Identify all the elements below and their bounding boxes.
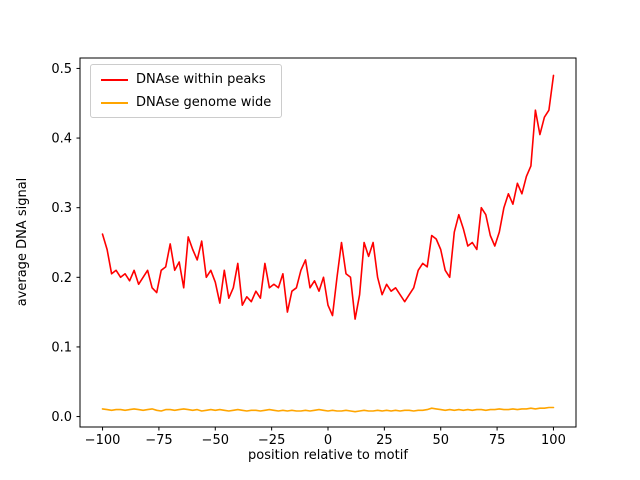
- legend-line-red-icon: [101, 78, 128, 81]
- data-series: [101, 74, 555, 413]
- legend-line-orange-icon: [101, 101, 128, 104]
- x-tick-label: −50: [202, 433, 229, 448]
- y-tick-label: 0.0: [51, 410, 72, 425]
- y-tick-label: 0.1: [51, 340, 72, 355]
- y-tick-label: 0.4: [51, 132, 72, 147]
- x-tick-label: 50: [432, 433, 449, 448]
- series-line-dnase-genome-wide: [101, 406, 555, 413]
- y-tick-label: 0.3: [51, 201, 72, 216]
- axis-ticks: −100 −75 −50 −25 0 25 50 75 100 0.0 0.1 0.2 0.3 0.4 0.…: [51, 62, 566, 448]
- x-tick-label: 25: [376, 433, 393, 448]
- legend-item-dnase-within-peaks: DNAse within peaks: [101, 72, 271, 87]
- series-line-dnase-within-peaks: [101, 74, 555, 320]
- legend: DNAse within peaks DNAse genome wide: [90, 64, 283, 118]
- x-tick-label: 100: [541, 433, 566, 448]
- x-tick-label: 0: [324, 433, 332, 448]
- x-tick-label: 75: [489, 433, 506, 448]
- x-tick-label: −25: [258, 433, 285, 448]
- legend-label: DNAse genome wide: [136, 95, 272, 110]
- legend-label: DNAse within peaks: [136, 72, 266, 87]
- x-tick-label: −100: [85, 433, 121, 448]
- legend-item-dnase-genome-wide: DNAse genome wide: [101, 95, 271, 110]
- y-tick-label: 0.2: [51, 271, 72, 286]
- x-tick-label: −75: [145, 433, 172, 448]
- y-tick-label: 0.5: [51, 62, 72, 77]
- x-axis-label: position relative to motif: [248, 448, 408, 463]
- y-axis-label: average DNA signal: [15, 178, 30, 307]
